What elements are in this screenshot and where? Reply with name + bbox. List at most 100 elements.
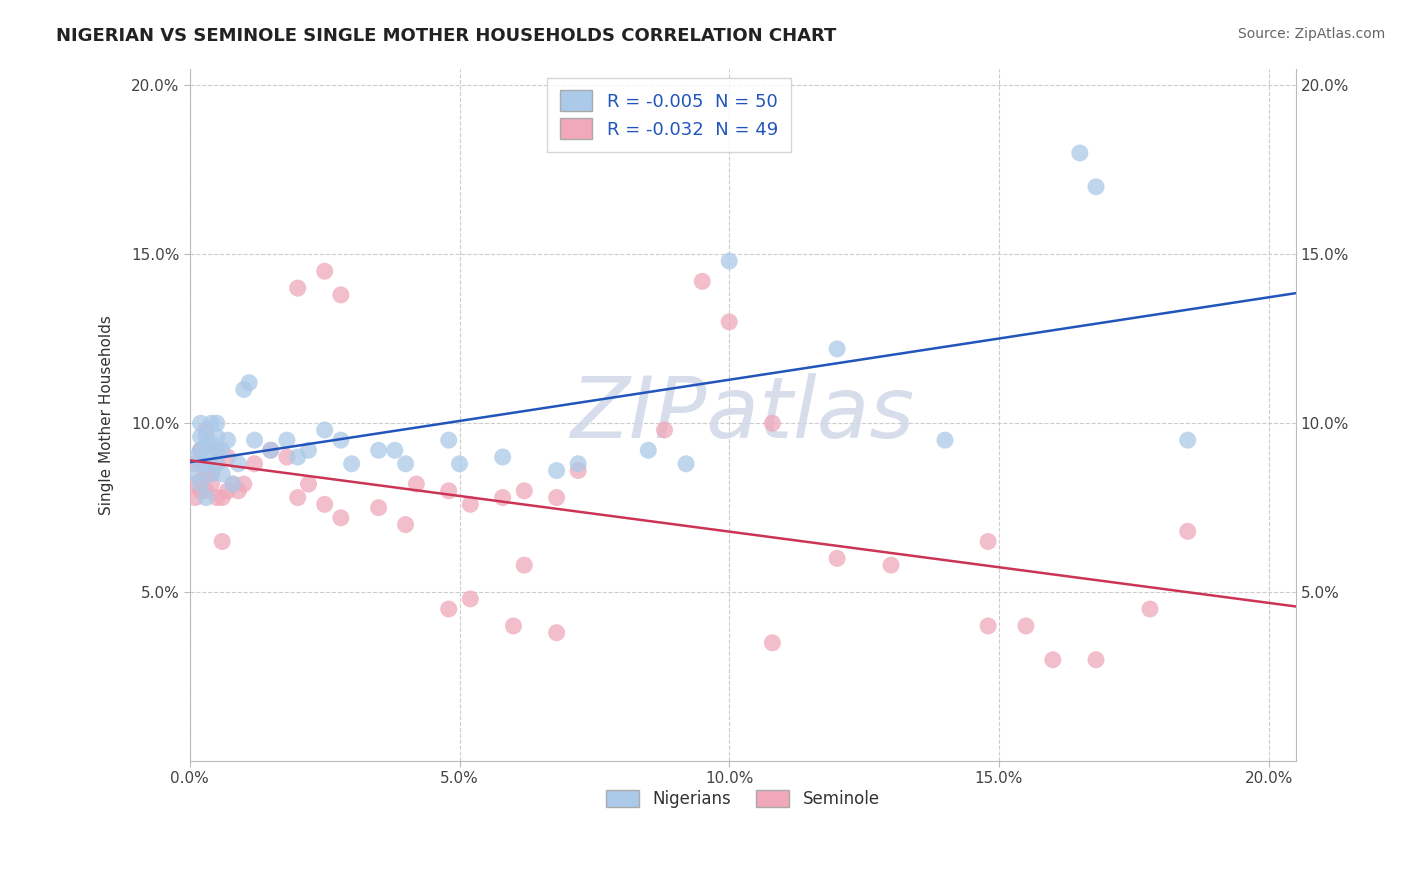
Point: [314, 423, 336, 437]
Point: [195, 423, 218, 437]
Point: [1177, 433, 1199, 447]
Point: [200, 467, 222, 481]
Point: [184, 467, 207, 481]
Point: [195, 491, 218, 505]
Point: [276, 450, 298, 464]
Point: [825, 342, 848, 356]
Point: [243, 457, 266, 471]
Point: [977, 534, 1000, 549]
Point: [340, 457, 363, 471]
Point: [190, 457, 212, 471]
Point: [405, 477, 427, 491]
Point: [880, 558, 903, 573]
Point: [184, 477, 207, 491]
Point: [217, 433, 239, 447]
Point: [184, 457, 207, 471]
Point: [449, 457, 471, 471]
Point: [195, 457, 218, 471]
Point: [228, 457, 250, 471]
Point: [211, 467, 233, 481]
Point: [184, 450, 207, 464]
Point: [437, 483, 460, 498]
Point: [1085, 653, 1108, 667]
Point: [190, 474, 212, 488]
Text: NIGERIAN VS SEMINOLE SINGLE MOTHER HOUSEHOLDS CORRELATION CHART: NIGERIAN VS SEMINOLE SINGLE MOTHER HOUSE…: [56, 27, 837, 45]
Point: [458, 497, 481, 511]
Point: [200, 467, 222, 481]
Point: [228, 483, 250, 498]
Point: [394, 457, 416, 471]
Point: [195, 467, 218, 481]
Point: [329, 511, 352, 525]
Point: [211, 534, 233, 549]
Point: [205, 457, 228, 471]
Point: [977, 619, 1000, 633]
Point: [329, 433, 352, 447]
Point: [690, 274, 713, 288]
Point: [297, 477, 319, 491]
Point: [761, 416, 783, 430]
Point: [205, 443, 228, 458]
Text: Source: ZipAtlas.com: Source: ZipAtlas.com: [1237, 27, 1385, 41]
Point: [200, 477, 222, 491]
Text: ZIPatlas: ZIPatlas: [571, 373, 915, 457]
Point: [314, 497, 336, 511]
Point: [718, 254, 741, 268]
Point: [567, 464, 589, 478]
Point: [211, 491, 233, 505]
Point: [260, 443, 283, 458]
Point: [1042, 653, 1064, 667]
Point: [232, 383, 254, 397]
Point: [190, 443, 212, 458]
Point: [205, 416, 228, 430]
Legend: Nigerians, Seminole: Nigerians, Seminole: [599, 783, 886, 815]
Point: [190, 443, 212, 458]
Point: [190, 430, 212, 444]
Point: [276, 433, 298, 447]
Point: [492, 450, 515, 464]
Point: [546, 464, 568, 478]
Point: [394, 517, 416, 532]
Point: [297, 443, 319, 458]
Point: [190, 443, 212, 458]
Point: [195, 430, 218, 444]
Point: [567, 457, 589, 471]
Point: [222, 477, 245, 491]
Point: [1015, 619, 1038, 633]
Point: [232, 477, 254, 491]
Point: [384, 443, 406, 458]
Point: [1177, 524, 1199, 539]
Point: [637, 443, 659, 458]
Point: [654, 423, 676, 437]
Point: [190, 416, 212, 430]
Point: [217, 483, 239, 498]
Point: [195, 483, 218, 498]
Point: [437, 433, 460, 447]
Y-axis label: Single Mother Households: Single Mother Households: [100, 315, 114, 515]
Point: [675, 457, 697, 471]
Point: [211, 443, 233, 458]
Point: [287, 281, 309, 295]
Point: [437, 602, 460, 616]
Point: [195, 440, 218, 454]
Point: [761, 636, 783, 650]
Point: [825, 551, 848, 566]
Point: [222, 477, 245, 491]
Point: [184, 491, 207, 505]
Point: [329, 288, 352, 302]
Point: [1069, 146, 1091, 161]
Point: [367, 500, 389, 515]
Point: [205, 430, 228, 444]
Point: [546, 625, 568, 640]
Point: [205, 491, 228, 505]
Point: [287, 450, 309, 464]
Point: [205, 457, 228, 471]
Point: [458, 591, 481, 606]
Point: [260, 443, 283, 458]
Point: [502, 619, 524, 633]
Point: [190, 483, 212, 498]
Point: [718, 315, 741, 329]
Point: [200, 416, 222, 430]
Point: [513, 483, 536, 498]
Point: [314, 264, 336, 278]
